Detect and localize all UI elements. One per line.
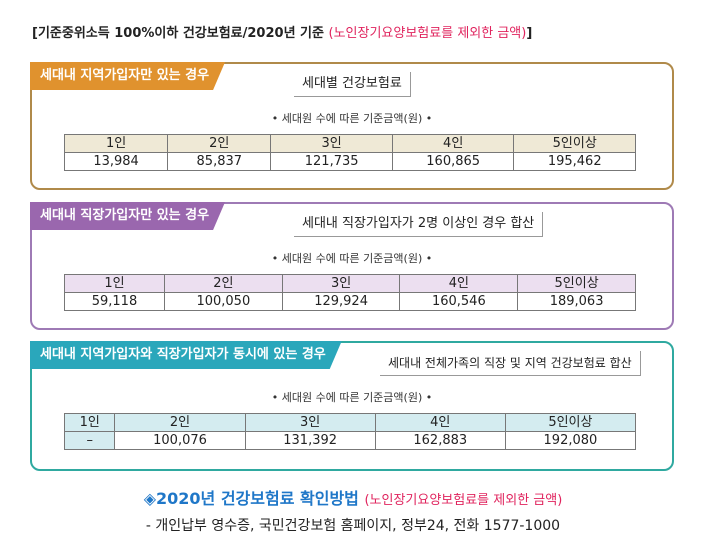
section-tag: 세대내 직장가입자만 있는 경우 [30, 202, 225, 230]
value-cell: 162,883 [374, 431, 506, 450]
col-header: 4인 [391, 134, 515, 153]
value-cell: 189,063 [517, 292, 636, 311]
col-header: 5인이상 [513, 134, 636, 153]
header-main: [기준중위소득 100%이하 건강보험료/2020년 기준 [32, 26, 324, 41]
section-tag: 세대내 지역가입자만 있는 경우 [30, 62, 225, 90]
col-header: 1인 [63, 134, 169, 153]
premium-table: 1인 2인 3인 4인 5인이상 13,984 85,837 121,735 1… [63, 134, 636, 171]
value-cell: – [63, 431, 116, 450]
value-cell: 131,392 [244, 431, 376, 450]
premium-table: 1인 2인 3인 4인 5인이상 – 100,076 131,392 162,8… [63, 413, 637, 450]
col-header: 5인이상 [504, 413, 637, 432]
header-note: (노인장기요양보험료를 제외한 금액) [328, 26, 527, 41]
footer-title: ◈2020년 건강보험료 확인방법 (노인장기요양보험료를 제외한 금액) [0, 485, 706, 509]
value-cell: 192,080 [504, 431, 637, 450]
section-regional-only: 세대내 지역가입자만 있는 경우 세대별 건강보험료 • 세대원 수에 따른 기… [30, 62, 674, 190]
col-header: 2인 [114, 413, 246, 432]
value-cell: 121,735 [270, 152, 393, 171]
table-caption: • 세대원 수에 따른 기준금액(원) • [271, 252, 433, 265]
premium-table: 1인 2인 3인 4인 5인이상 59,118 100,050 129,924 … [64, 274, 636, 311]
value-cell: 85,837 [167, 152, 272, 171]
section-subtitle: 세대내 직장가입자가 2명 이상인 경우 합산 [294, 212, 544, 237]
value-cell: 59,118 [64, 292, 165, 311]
section-subtitle: 세대별 건강보험료 [294, 72, 411, 97]
col-header: 4인 [399, 274, 519, 293]
table-caption: • 세대원 수에 따른 기준금액(원) • [271, 112, 433, 125]
section-tag: 세대내 지역가입자와 직장가입자가 동시에 있는 경우 [30, 341, 342, 369]
section-employee-only: 세대내 직장가입자만 있는 경우 세대내 직장가입자가 2명 이상인 경우 합산… [30, 202, 674, 330]
page-header: [기준중위소득 100%이하 건강보험료/2020년 기준 (노인장기요양보험료… [32, 22, 532, 41]
col-header: 3인 [244, 413, 376, 432]
value-cell: 195,462 [513, 152, 636, 171]
col-header: 2인 [163, 274, 283, 293]
footer-line: - 개인납부 영수증, 국민건강보험 홈페이지, 정부24, 전화 1577-1… [145, 518, 561, 534]
header-close: ] [526, 26, 533, 41]
value-cell: 100,050 [163, 292, 283, 311]
value-cell: 160,865 [391, 152, 515, 171]
table-caption: • 세대원 수에 따른 기준금액(원) • [271, 391, 433, 404]
section-subtitle: 세대내 전체가족의 직장 및 지역 건강보험료 합산 [380, 351, 641, 376]
value-cell: 160,546 [399, 292, 519, 311]
footer-note: (노인장기요양보험료를 제외한 금액) [364, 493, 563, 508]
col-header: 5인이상 [517, 274, 636, 293]
col-header: 1인 [64, 274, 165, 293]
value-cell: 100,076 [114, 431, 246, 450]
section-mixed: 세대내 지역가입자와 직장가입자가 동시에 있는 경우 세대내 전체가족의 직장… [30, 341, 674, 471]
col-header: 4인 [374, 413, 506, 432]
col-header: 1인 [63, 413, 116, 432]
value-cell: 129,924 [281, 292, 401, 311]
col-header: 3인 [270, 134, 393, 153]
footer-title-text: ◈2020년 건강보험료 확인방법 [143, 489, 359, 508]
col-header: 2인 [167, 134, 272, 153]
value-cell: 13,984 [63, 152, 169, 171]
col-header: 3인 [281, 274, 401, 293]
